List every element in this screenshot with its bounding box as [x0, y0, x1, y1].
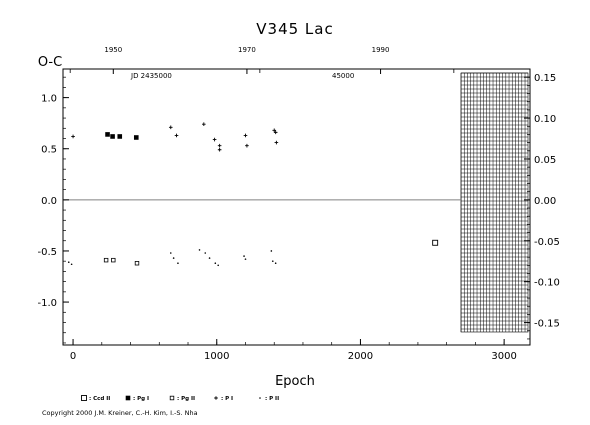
marker-pg-i: [125, 395, 131, 401]
marker-p-ii: [208, 257, 211, 259]
marker-ccd-ii: [432, 239, 439, 246]
marker-p-i: [245, 143, 249, 148]
marker-p-ii: [198, 249, 201, 251]
y-tick-label: 0.0: [41, 196, 57, 207]
marker-p-ii: [271, 260, 274, 262]
marker-p-i: [212, 137, 217, 142]
y2-tick-label: 0.15: [534, 73, 556, 84]
x-axis-ticks: 0 1000 2000 3000: [70, 339, 517, 362]
marker-p-i: [217, 147, 222, 152]
chart-title: V345 Lac: [256, 20, 333, 38]
marker-p-ii: [274, 262, 277, 265]
data-points: [67, 122, 439, 267]
marker-p-ii: [67, 261, 70, 264]
marker-p-i: [168, 125, 173, 130]
marker-p-i: [202, 122, 206, 126]
marker-p-i: [174, 133, 179, 138]
y-axis-label: O-C: [38, 55, 62, 70]
marker-p-i: [217, 143, 222, 148]
legend: : Ccd II : Pg I : Pg II : P I : P II: [81, 395, 279, 402]
marker-pg-i: [110, 134, 115, 139]
y-axis-ticks: 1.0 0.5 0.0 -0.5 -1.0: [37, 76, 69, 344]
x-axis-label: Epoch: [275, 374, 315, 389]
copyright-notice: Copyright 2000 J.M. Kreiner, C.-H. Kim, …: [42, 409, 198, 417]
marker-p-ii: [259, 397, 261, 399]
marker-p-ii: [70, 263, 73, 266]
marker-p-ii: [172, 257, 175, 259]
marker-p-ii: [243, 255, 245, 257]
marker-pg-i: [117, 134, 123, 139]
y2-tick-label: -0.10: [534, 278, 560, 289]
y-tick-label: 0.5: [41, 145, 57, 156]
y2-tick-label: 0.10: [534, 114, 556, 125]
legend-label: : P I: [221, 396, 233, 402]
x-tick-label: 3000: [491, 351, 516, 362]
top-year-label: 1970: [238, 46, 256, 54]
marker-p-i: [71, 134, 75, 139]
marker-p-ii: [214, 262, 217, 265]
marker-p-ii: [177, 262, 179, 265]
marker-p-ii: [217, 264, 219, 267]
y-tick-label: -0.5: [37, 247, 57, 258]
legend-label: : P II: [265, 396, 279, 402]
marker-ccd-ii: [81, 395, 87, 401]
jd-label-2: 45000: [332, 72, 354, 80]
legend-label: : Pg I: [133, 396, 149, 402]
y2-axis-ticks: 0.15 0.10 0.05 0.00 -0.05 -0.10 -0.15: [524, 68, 560, 340]
marker-p-ii: [169, 252, 172, 254]
y-tick-label: 1.0: [41, 94, 57, 105]
marker-pg-ii: [134, 261, 140, 266]
x-tick-label: 0: [70, 351, 76, 362]
hatched-grid-region: [460, 72, 529, 333]
marker-pg-i: [133, 135, 139, 140]
x-tick-label: 1000: [204, 351, 229, 362]
legend-label: : Pg II: [177, 396, 195, 402]
legend-label: : Ccd II: [89, 396, 110, 402]
marker-p-ii: [204, 252, 207, 254]
jd-label-1: JD 2435000: [130, 72, 172, 80]
y2-tick-label: 0.00: [534, 196, 556, 207]
marker-p-i: [273, 130, 278, 135]
marker-pg-ii: [111, 257, 116, 263]
y-tick-label: -1.0: [37, 298, 57, 309]
plot-frame: [62, 68, 531, 346]
marker-p-ii: [244, 258, 247, 260]
y2-tick-label: -0.05: [534, 237, 560, 248]
marker-pg-i: [105, 132, 110, 137]
marker-p-i: [274, 140, 279, 145]
marker-p-i: [272, 128, 277, 133]
top-year-ticks: 1950 1970 1990: [69, 46, 455, 74]
marker-p-i: [243, 133, 248, 138]
x-tick-label: 2000: [348, 351, 373, 362]
marker-p-i: [214, 396, 218, 400]
y2-tick-label: 0.05: [534, 155, 556, 166]
top-year-label: 1950: [104, 46, 122, 54]
marker-pg-ii: [103, 257, 109, 263]
top-year-label: 1990: [372, 46, 390, 54]
y2-tick-label: -0.15: [534, 319, 560, 330]
marker-pg-ii: [169, 395, 175, 401]
marker-p-ii: [270, 250, 273, 252]
